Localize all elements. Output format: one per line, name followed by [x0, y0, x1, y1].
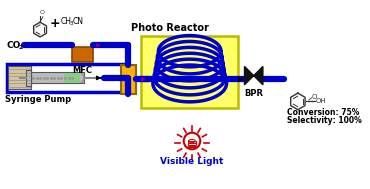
Text: O: O [39, 10, 44, 15]
Text: CH: CH [60, 17, 71, 26]
Text: CO: CO [7, 41, 21, 50]
Text: +: + [50, 17, 60, 30]
FancyBboxPatch shape [188, 141, 196, 143]
Text: OH: OH [315, 98, 326, 104]
Polygon shape [245, 66, 263, 85]
FancyBboxPatch shape [141, 36, 238, 108]
Text: O: O [312, 94, 317, 100]
FancyBboxPatch shape [188, 143, 196, 145]
Text: 2: 2 [19, 45, 23, 50]
Text: Selectivity: 100%: Selectivity: 100% [287, 116, 361, 125]
FancyBboxPatch shape [121, 65, 136, 94]
FancyBboxPatch shape [64, 73, 80, 83]
Text: Visible Light: Visible Light [160, 157, 224, 166]
Text: CN: CN [72, 17, 83, 26]
Text: Syringe Pump: Syringe Pump [5, 95, 71, 104]
Text: 3: 3 [70, 21, 74, 26]
Text: BPR: BPR [244, 88, 263, 98]
FancyBboxPatch shape [8, 66, 31, 89]
FancyBboxPatch shape [188, 146, 196, 147]
Circle shape [184, 133, 200, 149]
Text: Photo Reactor: Photo Reactor [131, 23, 209, 33]
FancyBboxPatch shape [72, 47, 92, 62]
Text: Conversion: 75%: Conversion: 75% [287, 108, 359, 117]
Text: MFC: MFC [73, 66, 92, 75]
FancyBboxPatch shape [26, 70, 31, 86]
FancyBboxPatch shape [31, 72, 84, 84]
